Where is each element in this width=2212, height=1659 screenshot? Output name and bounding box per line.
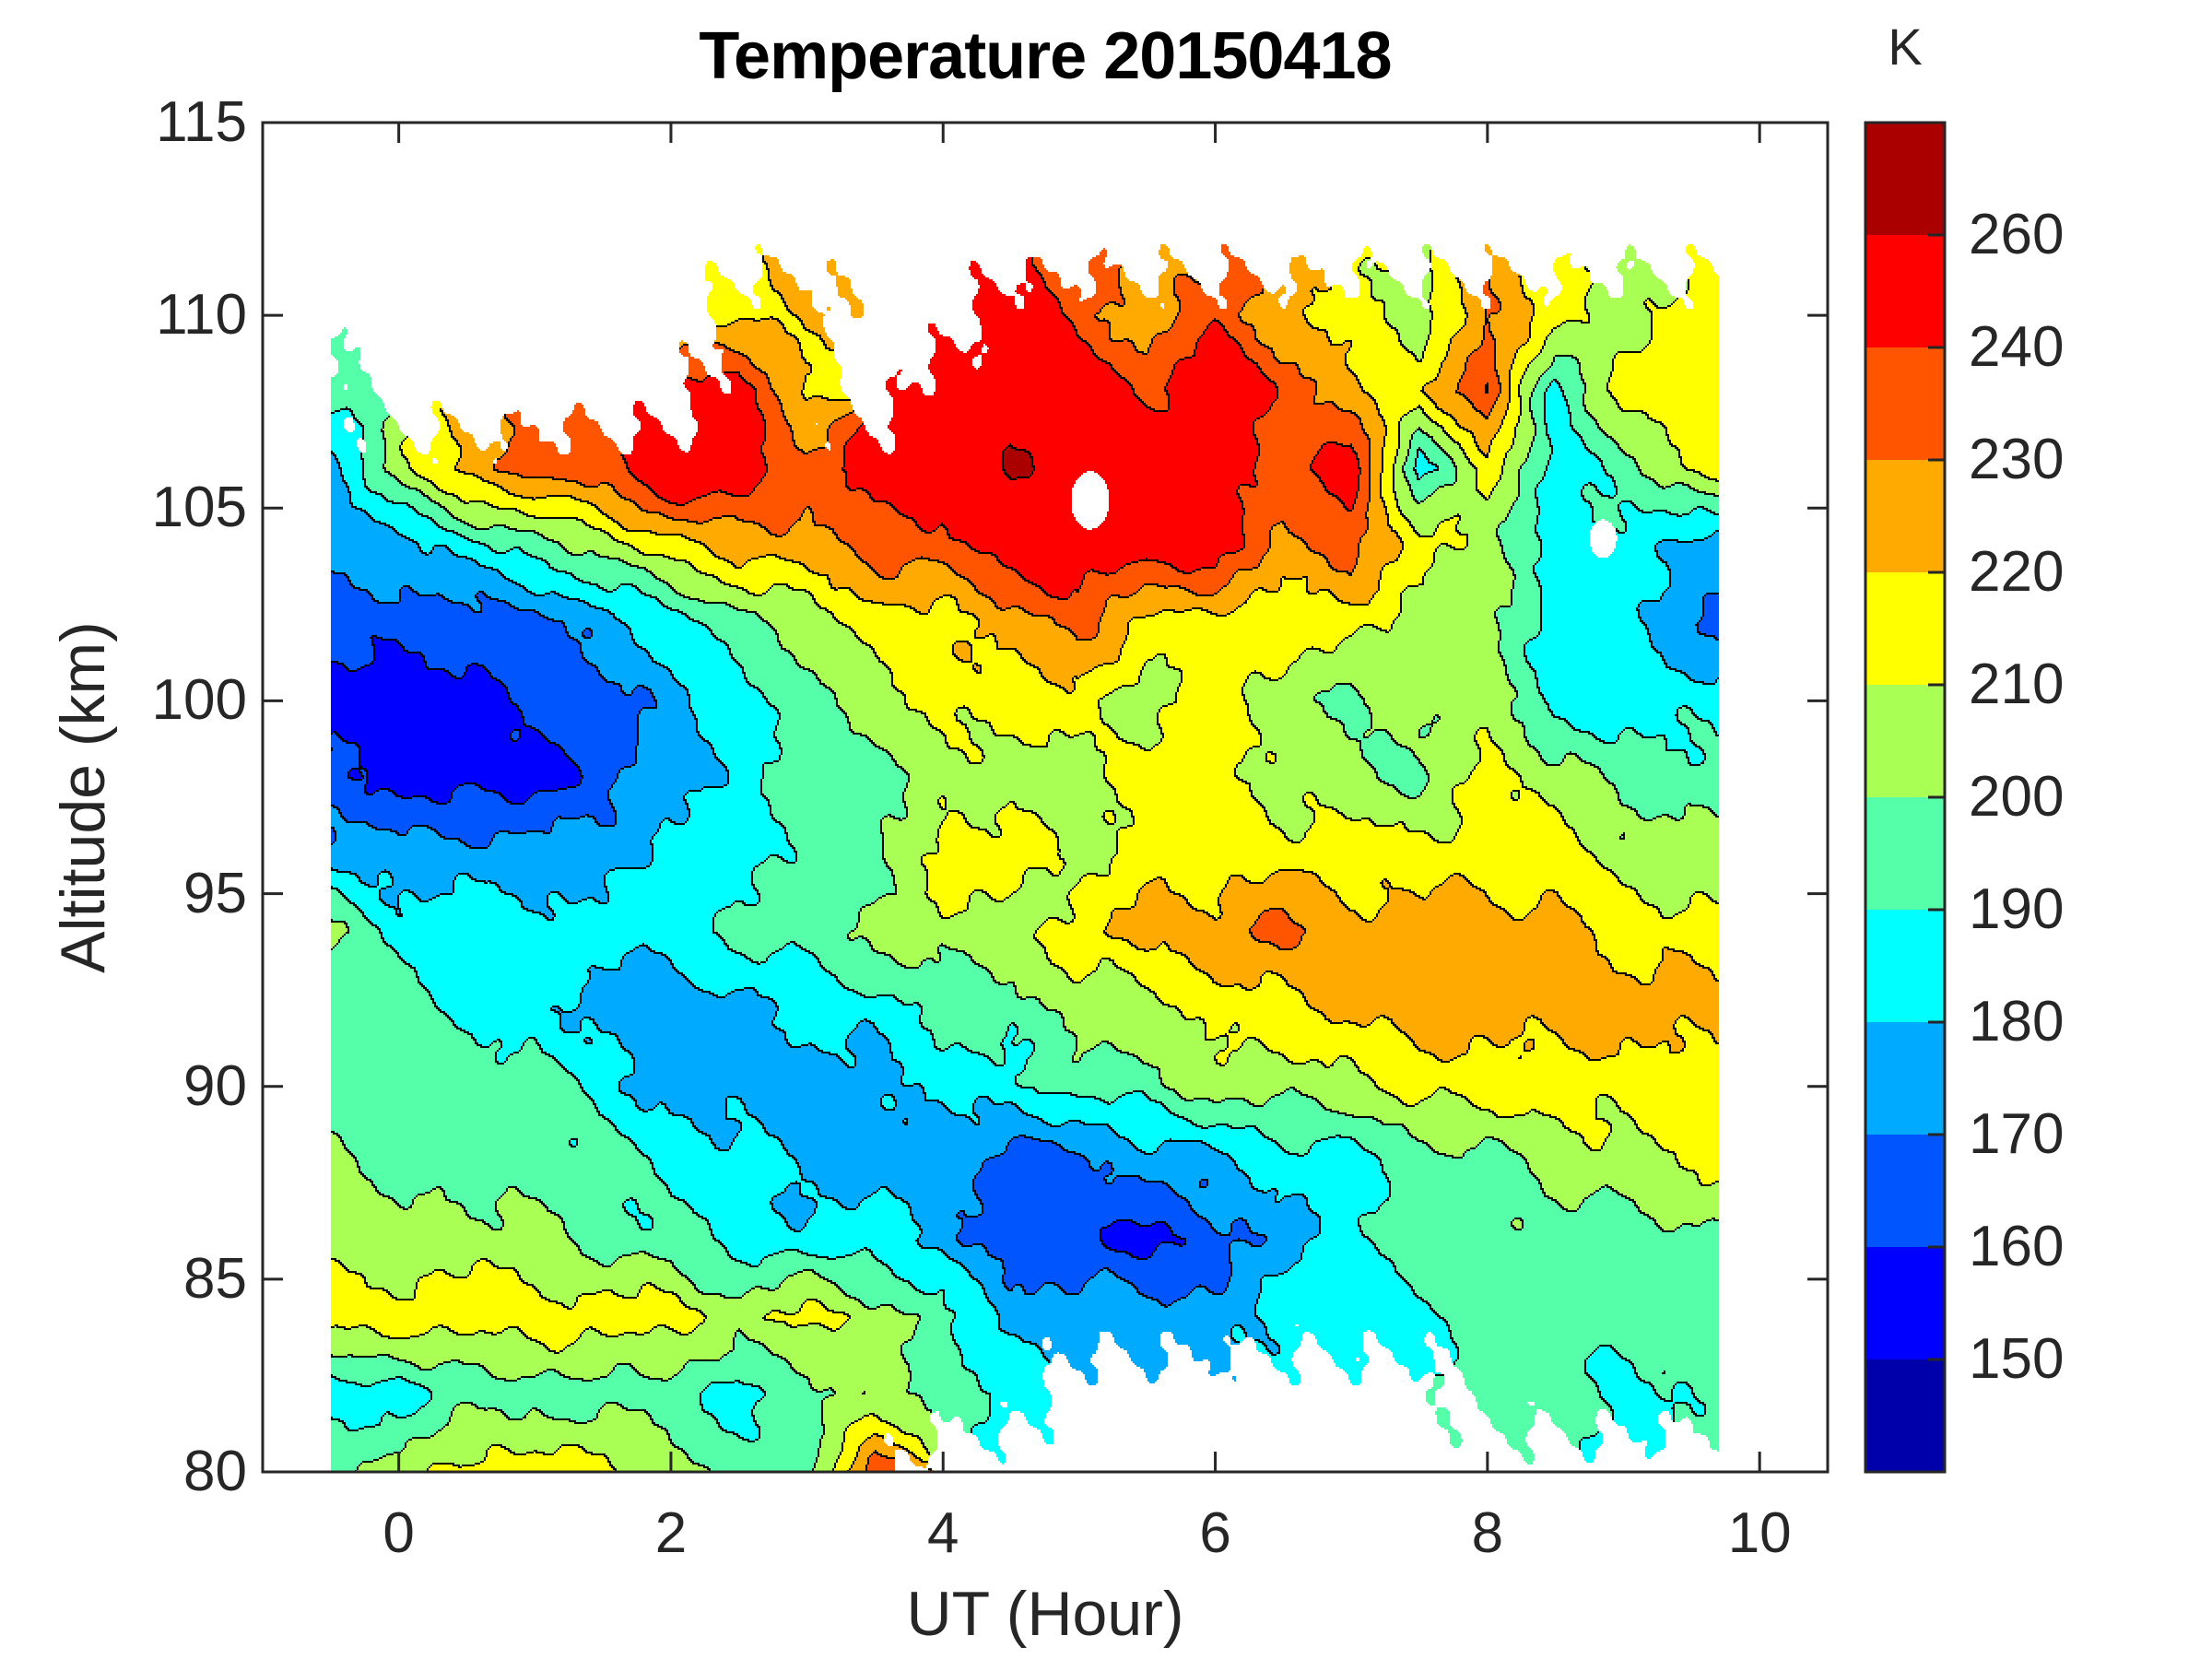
x-tick-label: 10: [1727, 1501, 1792, 1565]
colorbar-segment: [1865, 460, 1945, 572]
colorbar: [1865, 123, 1945, 1472]
y-tick-label: 80: [183, 1440, 247, 1503]
colorbar-segment: [1865, 685, 1945, 797]
colorbar-segment: [1865, 347, 1945, 460]
colorbar-tick-label: 200: [1969, 765, 2065, 829]
contour-plot: [263, 123, 1828, 1472]
colorbar-tick-label: 230: [1969, 428, 2065, 491]
colorbar-segment: [1865, 1135, 1945, 1247]
x-tick-label: 8: [1471, 1501, 1504, 1565]
colorbar-tick-label: 210: [1969, 653, 2065, 716]
x-tick-label: 6: [1199, 1501, 1231, 1565]
colorbar-unit-label: K: [1888, 18, 1923, 76]
colorbar-segment: [1865, 1359, 1945, 1472]
x-tick-label: 4: [927, 1501, 959, 1565]
y-tick-label: 90: [183, 1053, 247, 1118]
colorbar-segment: [1865, 123, 1945, 235]
colorbar-tick-label: 240: [1969, 315, 2065, 379]
y-tick-label: 85: [183, 1246, 247, 1311]
colorbar-segment: [1865, 572, 1945, 685]
y-tick-label: 110: [156, 283, 247, 347]
colorbar-segment: [1865, 235, 1945, 347]
x-axis-label: UT (Hour): [906, 1579, 1184, 1649]
colorbar-tick-label: 150: [1969, 1327, 2065, 1391]
colorbar-segment: [1865, 1022, 1945, 1135]
colorbar-segment: [1865, 797, 1945, 910]
y-tick-label: 115: [156, 90, 247, 154]
colorbar-segment: [1865, 1247, 1945, 1359]
y-tick-label: 95: [183, 861, 247, 925]
x-tick-label: 2: [654, 1501, 688, 1565]
colorbar-tick-label: 180: [1969, 990, 2065, 1053]
colorbar-segment: [1865, 910, 1945, 1022]
y-tick-label: 105: [151, 476, 247, 540]
colorbar-tick-label: 190: [1969, 877, 2065, 941]
colorbar-tick-label: 260: [1969, 203, 2065, 266]
y-tick-label: 100: [151, 668, 247, 733]
chart-title: Temperature 20150418: [699, 19, 1392, 93]
x-tick-label: 0: [382, 1501, 415, 1565]
colorbar-tick-label: 160: [1969, 1215, 2065, 1278]
colorbar-tick-label: 220: [1969, 540, 2065, 604]
colorbar-tick-label: 170: [1969, 1102, 2065, 1166]
